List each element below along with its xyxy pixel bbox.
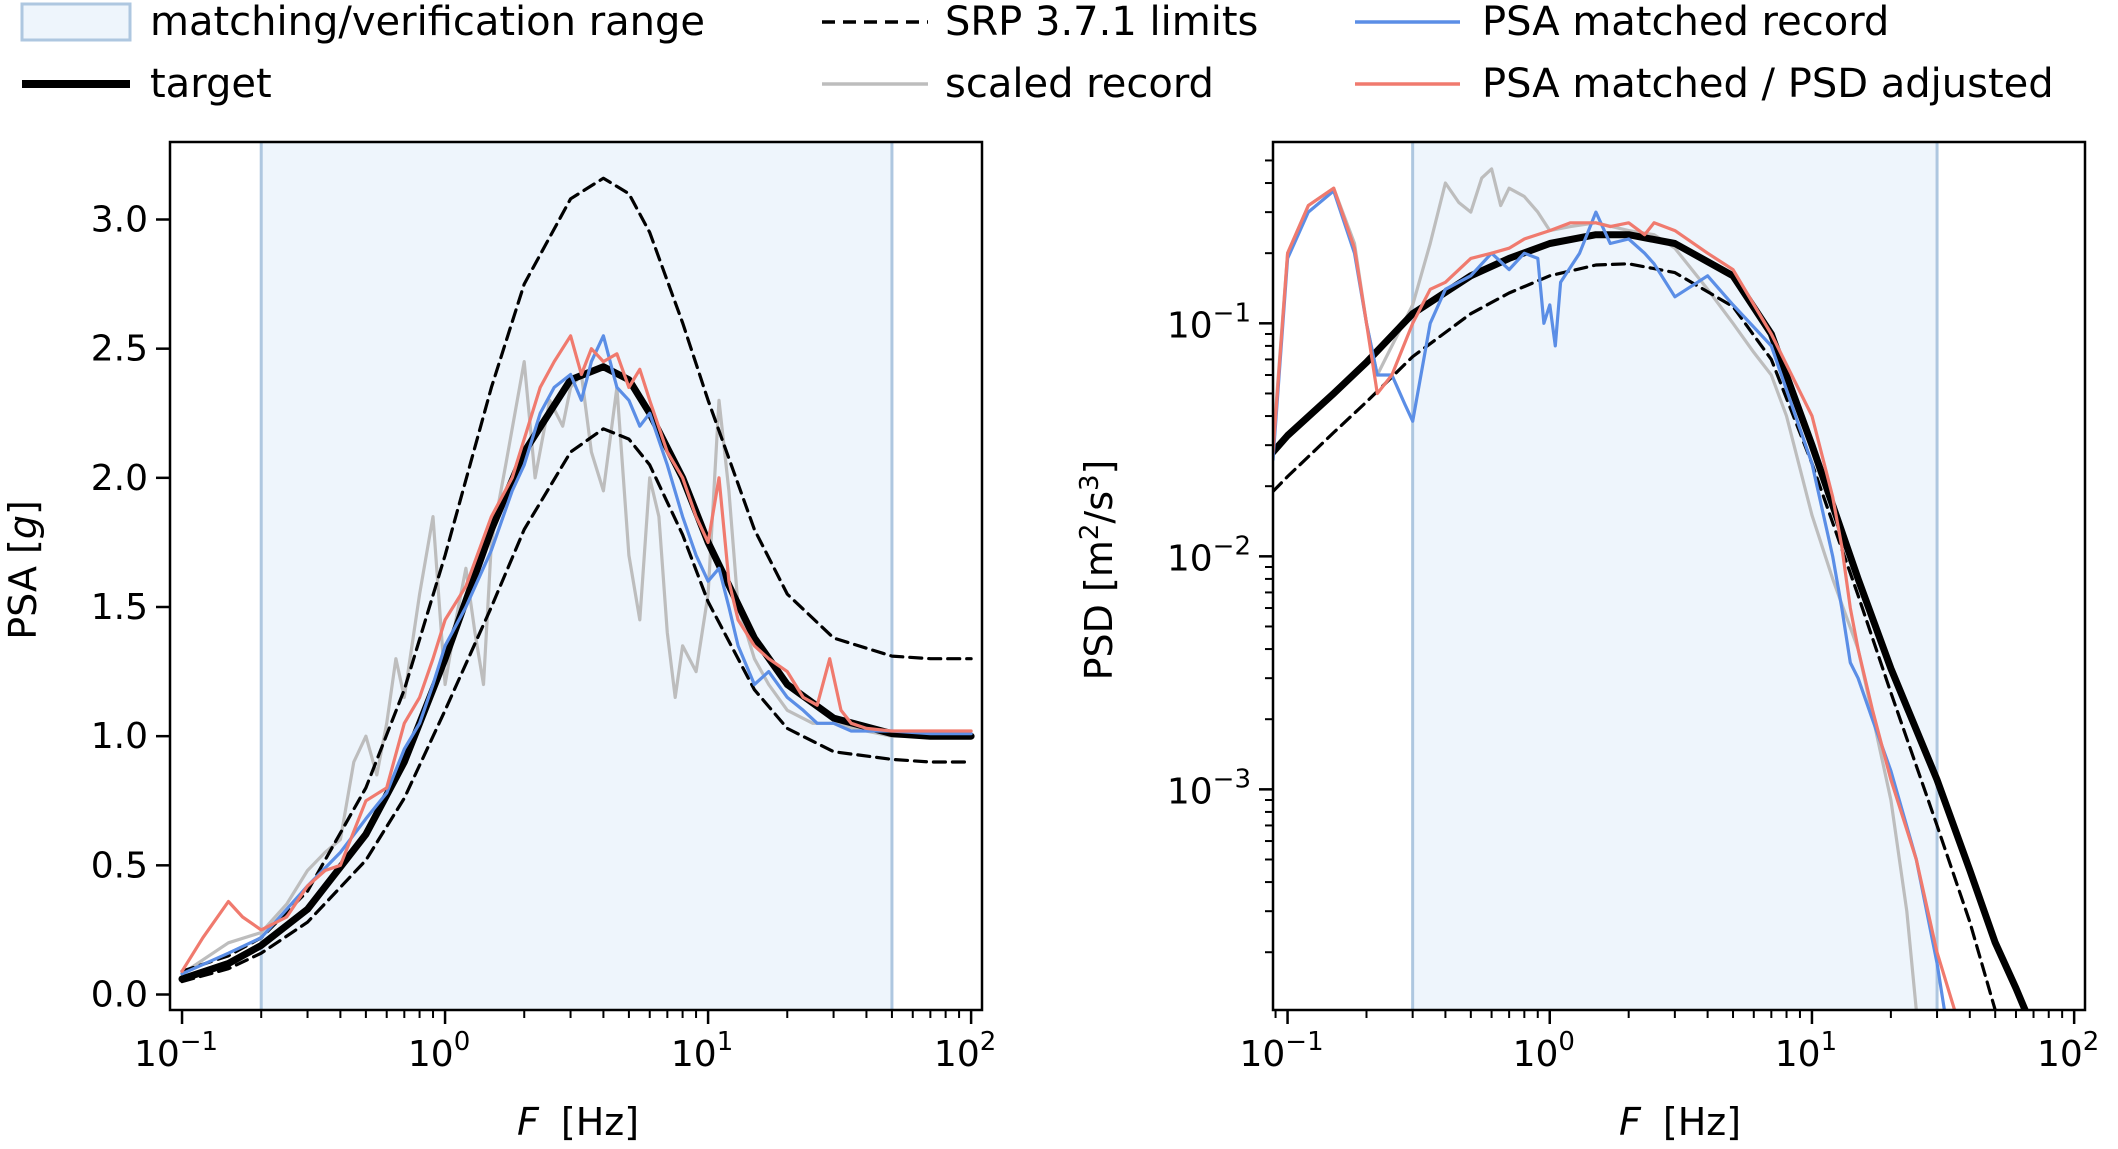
psa-x-tick-base: 10 bbox=[671, 1034, 717, 1075]
psa-y-axis-label: PSA [g] bbox=[1, 500, 45, 640]
psa-x-tick-base: 10 bbox=[934, 1034, 980, 1075]
psa-x-tick-base: 10 bbox=[408, 1034, 454, 1075]
psd-series-srp-lower bbox=[1273, 262, 1997, 1010]
psd-y-tick-exp: −1 bbox=[1213, 298, 1251, 328]
psa-y-tick-label: 0.0 bbox=[91, 975, 148, 1016]
legend-label-target: target bbox=[150, 61, 272, 107]
legend-label-range: matching/verification range bbox=[150, 0, 705, 45]
psa-y-tick-label: 2.0 bbox=[91, 458, 148, 499]
psd-series-psd-adj bbox=[1273, 186, 1957, 1010]
psa-y-tick-label: 2.5 bbox=[91, 329, 148, 370]
psd-x-axis-symbol: F bbox=[1619, 1100, 1642, 1144]
legend: matching/verification range target SRP 3… bbox=[20, 0, 2054, 107]
psd-y-tick-exp: −2 bbox=[1213, 531, 1251, 561]
psd-series-psa bbox=[1273, 189, 1946, 1010]
psd-x-axis-label: F [Hz] bbox=[1619, 1100, 1741, 1144]
psa-range-band bbox=[261, 142, 892, 1010]
psa-y-axis-close: ] bbox=[1, 500, 45, 515]
psd-y-tick-base: 10 bbox=[1167, 305, 1213, 346]
psa-x-tick-label: 101 bbox=[671, 1027, 733, 1075]
psa-x-axis-label: F [Hz] bbox=[517, 1100, 639, 1144]
psd-x-tick-exp: 2 bbox=[2083, 1027, 2100, 1057]
psd-y-tick-base: 10 bbox=[1167, 538, 1213, 579]
psd-x-tick-base: 10 bbox=[1513, 1034, 1559, 1075]
psd-x-tick-label: 100 bbox=[1513, 1027, 1575, 1075]
psd-x-tick-exp: −1 bbox=[1285, 1027, 1323, 1057]
psa-x-tick-exp: 1 bbox=[717, 1027, 734, 1057]
psd-series-group bbox=[1273, 167, 2029, 1010]
psa-y-tick-label: 3.0 bbox=[91, 200, 148, 241]
psd-x-tick-label: 101 bbox=[1775, 1027, 1837, 1075]
psd-y-tick-exp: −3 bbox=[1213, 764, 1251, 794]
psd-x-axis-unit: [Hz] bbox=[1663, 1100, 1741, 1144]
psd-x-tick-exp: 0 bbox=[1558, 1027, 1575, 1057]
psa-series-group bbox=[178, 176, 975, 984]
psd-axes-frame bbox=[1271, 140, 2087, 1012]
psd-y-axis-sup1: 2 bbox=[1075, 524, 1105, 541]
psd-y-axis-prefix: PSD [m bbox=[1077, 540, 1121, 680]
psd-x-tick-label: 102 bbox=[2037, 1027, 2099, 1075]
psa-axes-frame bbox=[168, 140, 984, 1012]
psa-series-psa bbox=[180, 334, 973, 976]
psd-x-tick-base: 10 bbox=[1775, 1034, 1821, 1075]
legend-label-scaled: scaled record bbox=[945, 61, 1214, 107]
psa-y-tick-label: 1.5 bbox=[91, 587, 148, 628]
psa-x-tick-label: 102 bbox=[934, 1027, 996, 1075]
psa-x-tick-exp: 2 bbox=[980, 1027, 997, 1057]
psa-x-axis-unit: [Hz] bbox=[561, 1100, 639, 1144]
psd-x-tick-base: 10 bbox=[1239, 1034, 1285, 1075]
psd-series-target bbox=[1273, 231, 2029, 1010]
psa-x-axis-symbol: F bbox=[517, 1100, 540, 1144]
psd-y-tick-label: 10−3 bbox=[1167, 764, 1251, 812]
psd-y-axis-mid: /s bbox=[1077, 491, 1121, 524]
psd-y-axis-label: PSD [m2/s3] bbox=[1075, 460, 1121, 681]
psd-y-tick-label: 10−2 bbox=[1167, 531, 1251, 579]
psa-series-target bbox=[178, 363, 975, 983]
psa-series-srp-lower bbox=[180, 427, 973, 984]
psa-x-tick-exp: 0 bbox=[454, 1027, 471, 1057]
psd-y-axis-close: ] bbox=[1077, 460, 1121, 475]
psd-x-tick-base: 10 bbox=[2037, 1034, 2083, 1075]
psd-x-tick-exp: 1 bbox=[1821, 1027, 1838, 1057]
legend-swatch-range bbox=[20, 2, 132, 42]
psa-x-tick-exp: −1 bbox=[180, 1027, 218, 1057]
psa-y-axis-symbol: g bbox=[1, 515, 45, 539]
psa-y-tick-label: 1.0 bbox=[91, 716, 148, 757]
psa-x-tick-label: 100 bbox=[408, 1027, 470, 1075]
psa-x-tick-label: 10−1 bbox=[134, 1027, 218, 1075]
legend-label-psd-adj: PSA matched / PSD adjusted bbox=[1482, 61, 2054, 107]
psd-y-tick-base: 10 bbox=[1167, 771, 1213, 812]
legend-label-srp: SRP 3.7.1 limits bbox=[945, 0, 1258, 45]
legend-label-psa: PSA matched record bbox=[1482, 0, 1889, 45]
psd-y-axis-sup2: 3 bbox=[1075, 474, 1105, 491]
psa-y-tick-label: 0.5 bbox=[91, 845, 148, 886]
psd-y-tick-label: 10−1 bbox=[1167, 298, 1251, 346]
psd-x-tick-label: 10−1 bbox=[1239, 1027, 1323, 1075]
psa-series-scaled bbox=[180, 360, 973, 976]
psa-x-tick-base: 10 bbox=[134, 1034, 180, 1075]
psa-series-srp-upper bbox=[180, 176, 973, 973]
psa-y-axis-text: PSA [ bbox=[1, 539, 45, 640]
psa-series-psd-adj bbox=[180, 334, 973, 973]
